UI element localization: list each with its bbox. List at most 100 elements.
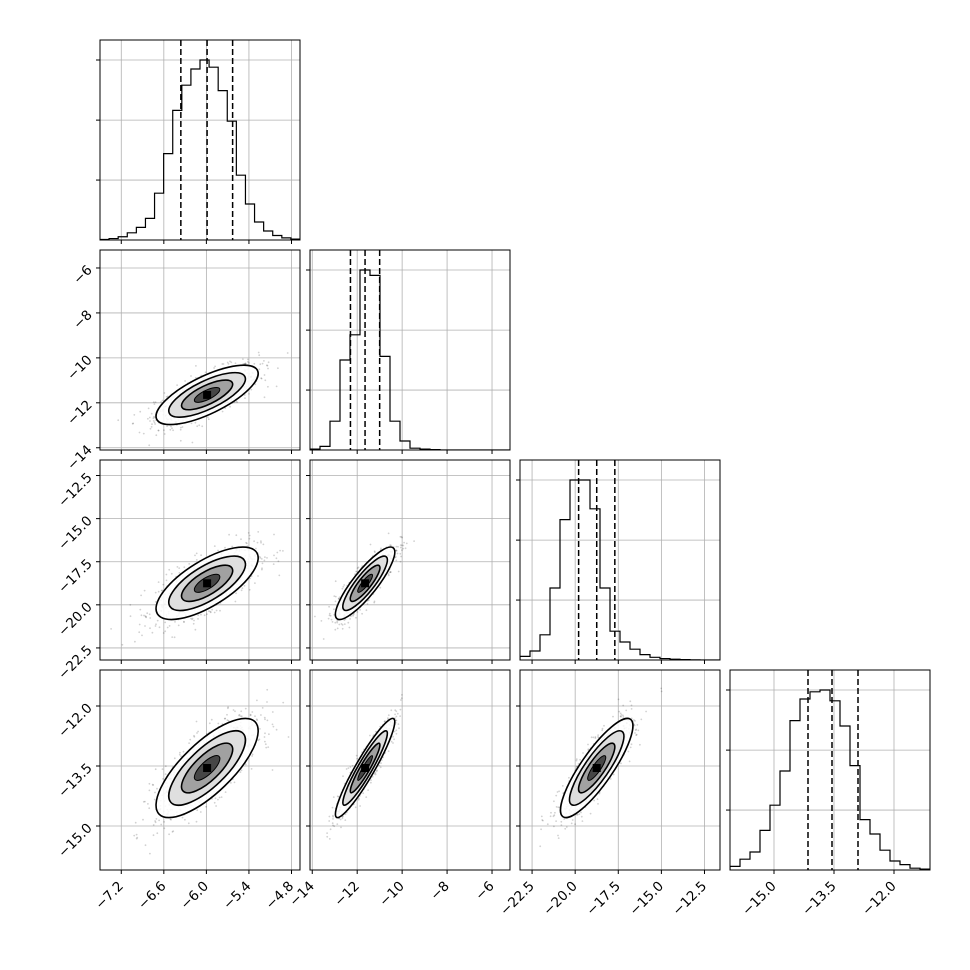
scatter-point <box>240 710 243 713</box>
scatter-point <box>243 584 246 587</box>
scatter-point <box>234 710 236 713</box>
scatter-point <box>370 779 372 781</box>
scatter-point <box>351 764 354 767</box>
x-tick-label: −7.2 <box>92 878 126 912</box>
scatter-point <box>154 423 157 425</box>
scatter-point <box>183 621 185 623</box>
scatter-point <box>200 554 203 557</box>
scatter-point <box>197 618 199 620</box>
scatter-point <box>191 441 194 444</box>
scatter-point <box>152 420 155 422</box>
panel-3-1: −14 −12 −10 −8 −6 <box>286 669 511 910</box>
scatter-point <box>165 573 168 576</box>
scatter-point <box>151 631 154 634</box>
scatter-point <box>154 821 157 824</box>
scatter-point <box>352 614 354 617</box>
scatter-point <box>207 416 209 419</box>
scatter-point <box>149 852 151 855</box>
scatter-point <box>143 589 146 592</box>
scatter-point <box>168 568 171 571</box>
scatter-point <box>121 643 124 646</box>
scatter-point <box>271 723 274 726</box>
scatter-point <box>596 798 599 801</box>
scatter-point <box>154 768 157 771</box>
scatter-point <box>369 543 372 546</box>
scatter-point <box>215 805 218 807</box>
scatter-point <box>131 422 134 425</box>
scatter-point <box>194 421 197 424</box>
scatter-point <box>264 743 267 746</box>
scatter-point <box>392 742 394 744</box>
y-tick-label: −12 <box>64 397 95 428</box>
panel-frame <box>519 459 721 661</box>
scatter-point <box>171 636 174 638</box>
scatter-point <box>218 796 221 799</box>
scatter-point <box>173 757 176 760</box>
scatter-point <box>365 796 368 798</box>
scatter-point <box>240 769 243 772</box>
scatter-point <box>181 816 184 819</box>
scatter-point <box>157 429 160 432</box>
scatter-point <box>259 557 262 559</box>
scatter-point <box>276 551 279 554</box>
scatter-point <box>370 781 372 784</box>
scatter-point <box>334 580 337 583</box>
scatter-point <box>340 826 342 829</box>
scatter-point <box>355 570 357 573</box>
scatter-point <box>365 609 368 612</box>
scatter-point <box>234 362 237 365</box>
scatter-point <box>155 623 157 626</box>
scatter-point <box>162 778 164 780</box>
scatter-point <box>359 805 361 807</box>
scatter-point <box>389 571 392 573</box>
scatter-point <box>251 755 254 757</box>
scatter-point <box>221 410 224 413</box>
scatter-point <box>266 719 269 722</box>
scatter-point <box>132 422 135 425</box>
scatter-point <box>140 594 143 597</box>
scatter-point <box>266 688 269 691</box>
x-tick-label: −6 <box>472 878 497 903</box>
scatter-point <box>244 362 247 365</box>
scatter-point <box>397 723 400 725</box>
scatter-point <box>248 534 251 537</box>
scatter-point <box>244 707 247 710</box>
scatter-point <box>334 595 337 598</box>
scatter-point <box>390 709 393 712</box>
scatter-point <box>260 558 263 560</box>
scatter-point <box>138 431 141 434</box>
scatter-point <box>332 814 334 817</box>
scatter-point <box>338 597 340 600</box>
scatter-point <box>394 556 397 558</box>
scatter-point <box>336 621 339 624</box>
scatter-point <box>356 757 358 760</box>
density-contours <box>155 546 259 621</box>
scatter-point <box>263 374 266 376</box>
scatter-point <box>380 762 382 764</box>
histogram-step <box>520 479 720 660</box>
scatter-point <box>267 361 270 364</box>
panel-3-2: −22.5 −20.0 −17.5 −15.0 −12.5 <box>497 669 721 919</box>
scatter-point <box>190 375 192 377</box>
scatter-point <box>163 429 165 431</box>
x-tick-label: −5.4 <box>220 878 254 912</box>
scatter-point <box>142 818 144 821</box>
scatter-point <box>387 532 390 535</box>
scatter-point <box>244 362 247 365</box>
scatter-point <box>134 821 137 824</box>
scatter-point <box>164 773 167 775</box>
scatter-point <box>264 718 266 721</box>
scatter-point <box>266 557 268 559</box>
scatter-point <box>345 768 348 770</box>
scatter-point <box>341 624 344 626</box>
scatter-point <box>154 601 157 603</box>
scatter-point <box>199 811 202 813</box>
scatter-point <box>369 734 371 737</box>
scatter-point <box>248 361 250 364</box>
scatter-point <box>195 552 198 555</box>
scatter-point <box>399 560 402 563</box>
scatter-point <box>258 368 261 371</box>
scatter-point <box>263 716 266 719</box>
scatter-point <box>205 805 208 808</box>
